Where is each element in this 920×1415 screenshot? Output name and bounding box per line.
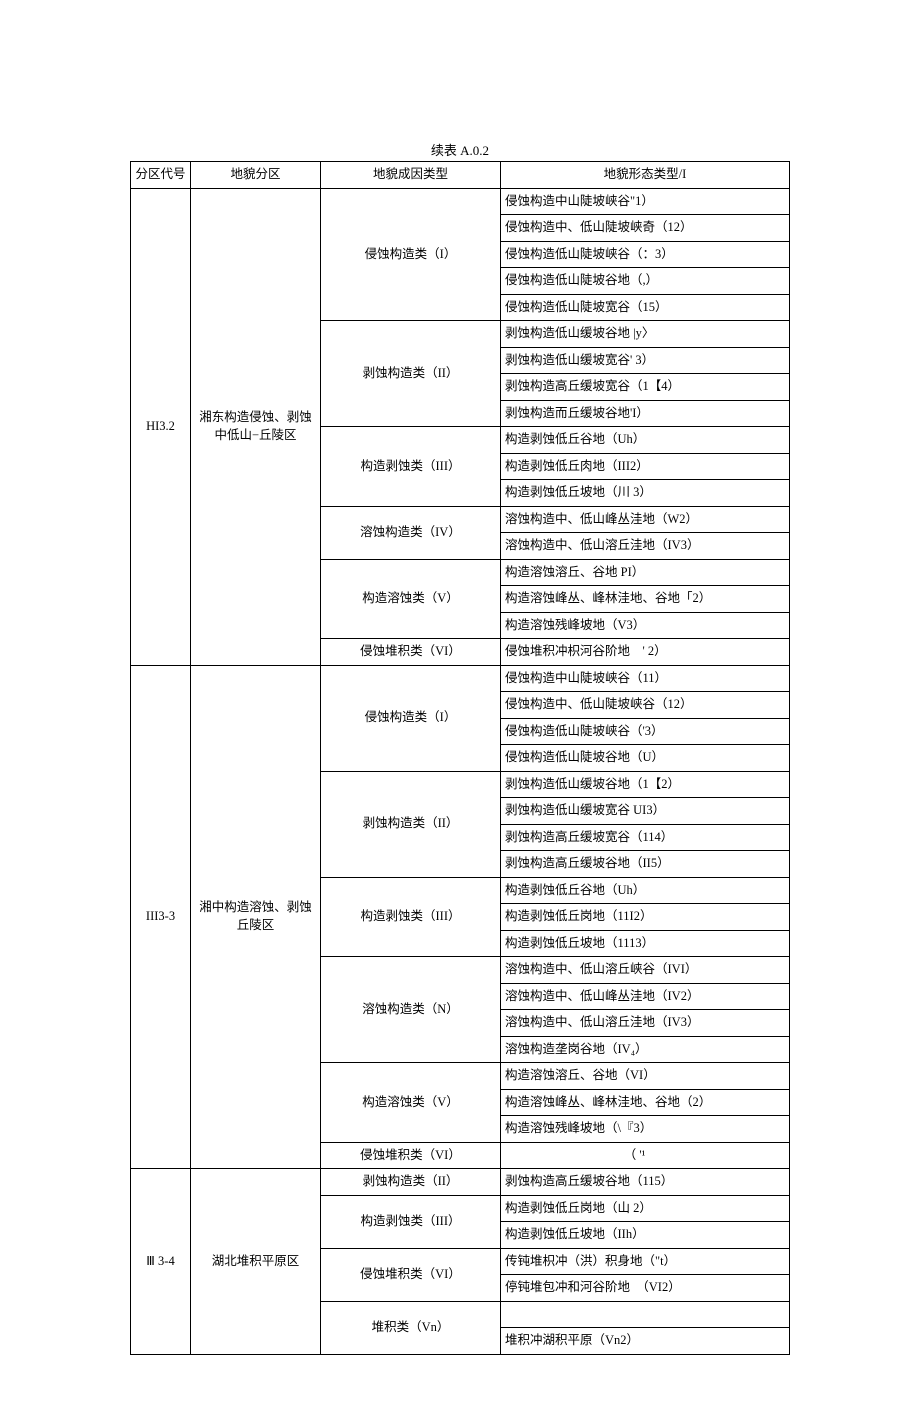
genetic-type: 堆积类（Vn） [321,1301,501,1354]
genetic-type: 剥蚀构造类（II） [321,321,501,427]
morph-type: 构造溶蚀峰丛、峰林洼地、谷地「2） [501,586,790,613]
morph-type: 侵蚀构造低山陡坡谷地（,） [501,268,790,295]
genetic-type: 侵蚀堆积类（VI） [321,1142,501,1169]
morph-type: 构造剥蚀低丘岗地（山 2） [501,1195,790,1222]
genetic-type: 侵蚀堆积类（VI） [321,1248,501,1301]
zone-code: Ⅲ 3-4 [131,1169,191,1355]
morph-type: 剥蚀构造低山缓坡谷地（1【2） [501,771,790,798]
morph-type: 侵蚀构造中山陡坡峡谷（11） [501,665,790,692]
morph-type: 溶蚀构造中、低山溶丘峡谷（IVI） [501,957,790,984]
table-row: III3-3湘中构造溶蚀、剥蚀丘陵区侵蚀构造类（I）侵蚀构造中山陡坡峡谷（11） [131,665,790,692]
morph-type: 侵蚀构造中、低山陡坡峡谷（12） [501,692,790,719]
morph-type: 侵蚀构造低山陡坡宽谷（15） [501,294,790,321]
morph-type: 侵蚀构造低山陡坡峡谷（'3） [501,718,790,745]
morph-type: 停钝堆包冲和河谷阶地 （VI2） [501,1275,790,1302]
morph-type: 构造溶蚀溶丘、谷地（VI） [501,1063,790,1090]
morph-type: 剥蚀构造高丘缓坡宽谷（114） [501,824,790,851]
table-row: Ⅲ 3-4湖北堆积平原区剥蚀构造类（II）剥蚀构造高丘缓坡谷地（115） [131,1169,790,1196]
genetic-type: 溶蚀构造类（N） [321,957,501,1063]
genetic-type: 构造剥蚀类（III） [321,427,501,507]
morph-type: 溶蚀构造中、低山峰丛洼地（W2） [501,506,790,533]
zone-code: III3-3 [131,665,191,1169]
morph-type: 构造溶蚀溶丘、谷地 PI） [501,559,790,586]
landform-table: 分区代号 地貌分区 地貌成因类型 地貌形态类型/I HI3.2湘东构造侵蚀、剥蚀… [130,161,790,1355]
genetic-type: 构造剥蚀类（III） [321,1195,501,1248]
hdr-morph: 地貌形态类型/I [501,162,790,189]
genetic-type: 侵蚀堆积类（VI） [321,639,501,666]
morph-type: 构造剥蚀低丘肉地（III2） [501,453,790,480]
genetic-type: 侵蚀构造类（I） [321,188,501,321]
zone-code: HI3.2 [131,188,191,665]
morph-type: （ '¹ [501,1142,790,1169]
hdr-zone: 地貌分区 [191,162,321,189]
table-row: HI3.2湘东构造侵蚀、剥蚀中低山−丘陵区侵蚀构造类（I）侵蚀构造中山陡坡峡谷"… [131,188,790,215]
header-row: 分区代号 地貌分区 地貌成因类型 地貌形态类型/I [131,162,790,189]
morph-type: 侵蚀堆积冲枳河谷阶地 ' 2） [501,639,790,666]
morph-type: 构造剥蚀低丘坡地（1113） [501,930,790,957]
morph-type: 剥蚀构造高丘缓坡谷地（115） [501,1169,790,1196]
zone-name: 湘中构造溶蚀、剥蚀丘陵区 [191,665,321,1169]
morph-type: 构造溶蚀残峰坡地（V3） [501,612,790,639]
morph-type: 溶蚀构造垄岗谷地（IV₄） [501,1036,790,1063]
genetic-type: 构造剥蚀类（III） [321,877,501,957]
table-caption: 续表 A.0.2 [130,140,790,159]
morph-type: 侵蚀构造低山陡坡谷地（U） [501,745,790,772]
morph-type: 侵蚀构造中山陡坡峡谷"1） [501,188,790,215]
morph-type: 剥蚀构造低山缓坡谷地 |y〉 [501,321,790,348]
morph-type: 剥蚀构造高丘缓坡谷地（II5） [501,851,790,878]
morph-type: 剥蚀构造高丘缓坡宽谷（1【4） [501,374,790,401]
hdr-genetic: 地貌成因类型 [321,162,501,189]
morph-type: 溶蚀构造中、低山峰丛洼地（IV2） [501,983,790,1010]
morph-type: 构造溶蚀峰丛、峰林洼地、谷地（2） [501,1089,790,1116]
genetic-type: 构造溶蚀类（V） [321,1063,501,1143]
morph-type: 构造剥蚀低丘谷地（Uh） [501,877,790,904]
morph-type: 构造剥蚀低丘岗地（11I2） [501,904,790,931]
morph-type: 构造剥蚀低丘坡地（IIh） [501,1222,790,1249]
morph-type: 侵蚀构造中、低山陡坡峡奇（12） [501,215,790,242]
morph-type: 传钝堆枳冲（洪）积身地（"t） [501,1248,790,1275]
morph-type: 构造剥蚀低丘谷地（Uh） [501,427,790,454]
morph-type: 溶蚀构造中、低山溶丘洼地（IV3） [501,1010,790,1037]
morph-type: 构造剥蚀低丘坡地（川 3） [501,480,790,507]
zone-name: 湘东构造侵蚀、剥蚀中低山−丘陵区 [191,188,321,665]
zone-name: 湖北堆积平原区 [191,1169,321,1355]
morph-type: 剥蚀构造低山缓坡宽谷' 3） [501,347,790,374]
morph-type: 堆积冲湖积平原（Vn2） [501,1328,790,1355]
hdr-code: 分区代号 [131,162,191,189]
genetic-type: 剥蚀构造类（II） [321,771,501,877]
morph-type [501,1301,790,1328]
genetic-type: 侵蚀构造类（I） [321,665,501,771]
morph-type: 剥蚀构造而丘缓坡谷地'I） [501,400,790,427]
morph-type: 剥蚀构造低山缓坡宽谷 UI3） [501,798,790,825]
genetic-type: 剥蚀构造类（II） [321,1169,501,1196]
morph-type: 构造溶蚀残峰坡地（\『3） [501,1116,790,1143]
morph-type: 侵蚀构造低山陡坡峡谷（：3） [501,241,790,268]
morph-type: 溶蚀构造中、低山溶丘洼地（IV3） [501,533,790,560]
genetic-type: 构造溶蚀类（V） [321,559,501,639]
genetic-type: 溶蚀构造类（IV） [321,506,501,559]
